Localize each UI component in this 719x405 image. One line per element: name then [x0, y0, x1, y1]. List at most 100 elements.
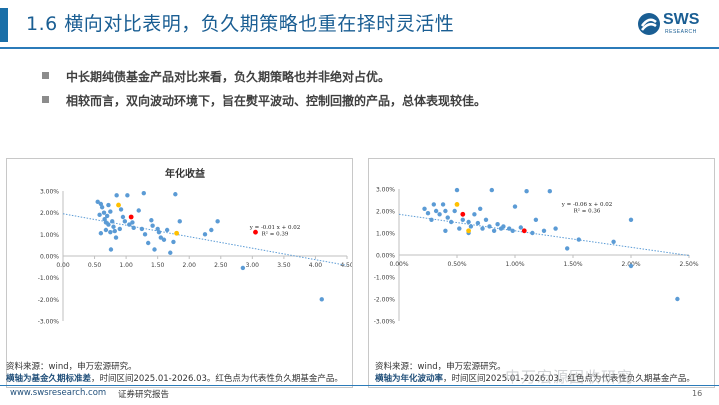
x-tick-label: 2.50%	[679, 261, 698, 268]
trendline	[398, 213, 690, 257]
data-point	[466, 219, 471, 225]
footer-url[interactable]: www.swsresearch.com	[10, 388, 107, 398]
data-point	[611, 239, 616, 244]
data-point	[518, 225, 523, 230]
square-bullet-icon	[42, 96, 49, 103]
data-point	[202, 232, 208, 237]
desc-note-right-bold: 横轴为年化波动率	[375, 374, 444, 384]
data-point-red	[128, 214, 134, 220]
data-point	[437, 212, 442, 217]
desc-note-left-bold: 横轴为基金久期标准差	[6, 374, 92, 384]
y-tick-label: 3.00%	[40, 189, 59, 196]
y-tick-label: -2.00%	[374, 297, 396, 304]
data-point	[443, 208, 448, 214]
data-point	[98, 231, 104, 236]
data-point	[628, 263, 634, 269]
x-tick-label: 1.00%	[505, 261, 524, 268]
data-point	[146, 240, 151, 246]
data-point	[161, 237, 167, 242]
data-point-yellow	[454, 202, 460, 207]
chart-title: 年化收益	[165, 167, 205, 180]
data-point	[152, 247, 157, 252]
bullet-text: 中长期纯债基金产品对比来看，负久期策略也并非绝对占优。	[66, 70, 391, 84]
data-point	[530, 230, 535, 236]
y-tick-label: 2.00%	[376, 209, 395, 216]
data-point	[156, 229, 162, 235]
data-point	[101, 210, 107, 215]
data-point	[139, 226, 145, 232]
data-point	[468, 224, 474, 229]
data-point	[475, 220, 481, 226]
data-point	[533, 217, 539, 222]
data-point	[136, 208, 141, 213]
source-note-right: 资料来源：wind，申万宏源研究。	[375, 362, 506, 372]
data-point-yellow	[466, 228, 471, 234]
data-point	[111, 224, 116, 229]
logo-text: SWS	[663, 11, 700, 28]
x-tick-label: 0.50%	[447, 261, 466, 268]
data-point	[675, 296, 680, 302]
title-bar: 1.6 横向对比表明，负久期策略也重在择时灵活性 SWS RESEARCH	[0, 0, 719, 49]
data-point	[524, 189, 529, 194]
data-point	[112, 228, 117, 234]
x-tick-label: 3.00	[246, 262, 260, 269]
data-point	[487, 224, 492, 229]
x-tick-label: 1.00	[119, 262, 133, 269]
data-point	[457, 226, 462, 231]
data-point	[480, 226, 485, 231]
data-point	[114, 193, 119, 198]
x-tick-label: 4.00	[309, 262, 323, 269]
data-point-red	[521, 228, 527, 234]
chart-panel-volatility: 3.00% 2.00% 1.00% 0.00% -1.00% -2.00% -3.00% 0.…	[368, 158, 715, 388]
title-rule	[0, 47, 719, 49]
data-point	[97, 212, 102, 218]
data-point	[106, 202, 111, 208]
data-point	[106, 222, 111, 227]
data-point	[240, 265, 246, 271]
data-point	[443, 228, 448, 233]
data-point	[576, 237, 581, 242]
data-point	[507, 226, 512, 231]
data-point-red	[460, 211, 466, 217]
y-tick-label: 0.00%	[40, 254, 59, 261]
x-tick-label: 0.00	[56, 262, 70, 269]
data-point	[319, 297, 324, 302]
sws-logo-icon	[638, 13, 660, 35]
y-tick-label: 1.00%	[376, 231, 395, 238]
data-point	[489, 187, 494, 193]
data-point	[173, 192, 178, 197]
data-point	[429, 217, 434, 222]
data-point	[104, 213, 110, 219]
data-point	[460, 217, 465, 222]
data-point	[141, 190, 146, 196]
data-point	[130, 220, 135, 225]
data-point	[495, 222, 500, 227]
data-point	[472, 212, 477, 217]
title-accent	[0, 8, 8, 42]
data-point	[168, 250, 173, 255]
y-tick-label: 0.00%	[376, 253, 395, 260]
data-point	[501, 224, 506, 229]
data-point	[215, 219, 220, 224]
x-tick-label: 0.50	[88, 262, 102, 269]
y-tick-label: -1.00%	[374, 275, 396, 282]
data-point	[454, 187, 460, 193]
x-tick-label: 1.50%	[563, 261, 582, 268]
data-point	[425, 211, 431, 216]
data-point	[491, 228, 497, 233]
x-tick-label: 2.00	[183, 262, 197, 269]
source-note-left: 资料来源：wind，申万宏源研究。	[6, 362, 137, 372]
x-tick-label: 1.50	[151, 262, 165, 269]
data-point	[171, 239, 176, 245]
data-point	[565, 246, 570, 251]
bullet-text: 相较而言，双向波动环境下，旨在熨平波动、控制回撤的产品，总体表现较佳。	[66, 94, 487, 108]
data-point	[483, 217, 489, 222]
watermark: 申万宏源固收研究	[505, 368, 634, 386]
data-point-red	[253, 229, 258, 235]
trend-r2: R² = 0.36	[574, 208, 601, 215]
y-tick-label: -3.00%	[374, 319, 396, 326]
data-point	[478, 206, 483, 211]
y-tick-label: -1.00%	[38, 275, 60, 282]
data-point	[120, 214, 126, 220]
desc-note-right: 横轴为年化波动率，时间区间2025.01-2026.03。红色点为代表性负久期基…	[375, 372, 695, 384]
